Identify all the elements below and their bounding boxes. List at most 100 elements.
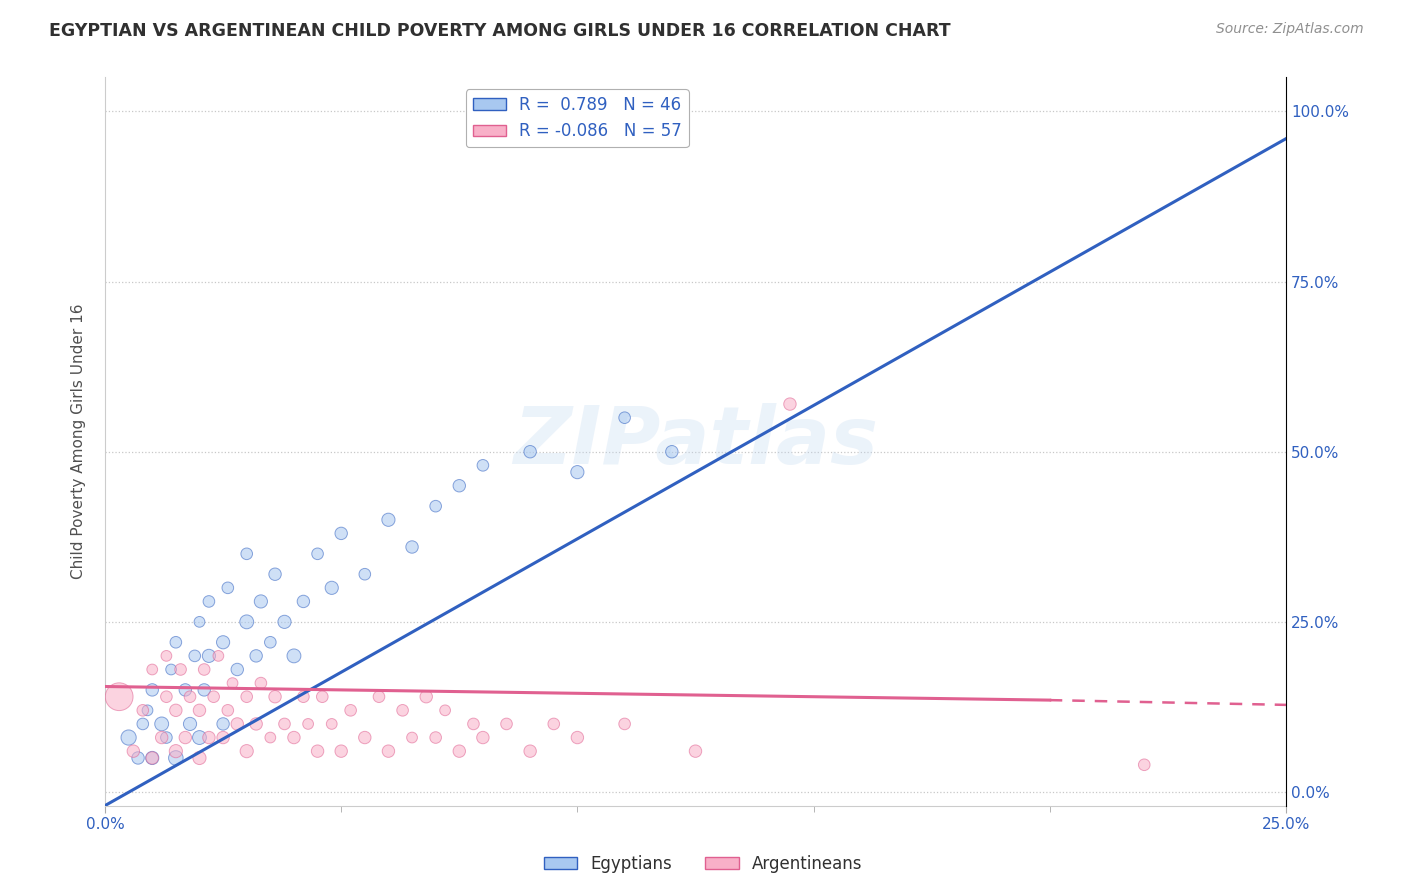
- Point: [471, 731, 494, 745]
- Point: [250, 594, 273, 608]
- Point: [661, 444, 683, 458]
- Point: [391, 703, 413, 717]
- Point: [207, 648, 229, 663]
- Y-axis label: Child Poverty Among Girls Under 16: Child Poverty Among Girls Under 16: [72, 304, 86, 579]
- Point: [292, 690, 315, 704]
- Point: [297, 717, 319, 731]
- Point: [188, 751, 211, 765]
- Point: [150, 731, 173, 745]
- Point: [543, 717, 565, 731]
- Point: [425, 731, 447, 745]
- Point: [226, 663, 249, 677]
- Point: [311, 690, 333, 704]
- Point: [613, 410, 636, 425]
- Point: [401, 540, 423, 554]
- Point: [273, 717, 295, 731]
- Point: [330, 526, 353, 541]
- Text: Source: ZipAtlas.com: Source: ZipAtlas.com: [1216, 22, 1364, 37]
- Point: [193, 663, 215, 677]
- Point: [174, 731, 197, 745]
- Point: [193, 682, 215, 697]
- Point: [184, 648, 207, 663]
- Legend: Egyptians, Argentineans: Egyptians, Argentineans: [537, 848, 869, 880]
- Point: [519, 744, 541, 758]
- Point: [217, 703, 239, 717]
- Point: [250, 676, 273, 690]
- Point: [235, 547, 257, 561]
- Point: [292, 594, 315, 608]
- Point: [235, 615, 257, 629]
- Point: [132, 717, 155, 731]
- Point: [212, 717, 235, 731]
- Legend: R =  0.789   N = 46, R = -0.086   N = 57: R = 0.789 N = 46, R = -0.086 N = 57: [465, 89, 689, 147]
- Point: [353, 567, 375, 582]
- Point: [321, 581, 343, 595]
- Point: [221, 676, 243, 690]
- Point: [613, 717, 636, 731]
- Point: [122, 744, 145, 758]
- Point: [259, 731, 281, 745]
- Point: [117, 731, 139, 745]
- Point: [165, 751, 187, 765]
- Point: [449, 479, 471, 493]
- Point: [245, 648, 267, 663]
- Point: [141, 751, 163, 765]
- Point: [567, 465, 589, 479]
- Point: [127, 751, 149, 765]
- Point: [188, 615, 211, 629]
- Text: ZIPatlas: ZIPatlas: [513, 402, 877, 481]
- Point: [259, 635, 281, 649]
- Point: [150, 717, 173, 731]
- Point: [519, 444, 541, 458]
- Point: [377, 744, 399, 758]
- Point: [179, 690, 201, 704]
- Point: [567, 731, 589, 745]
- Point: [235, 690, 257, 704]
- Point: [165, 703, 187, 717]
- Point: [188, 703, 211, 717]
- Point: [368, 690, 391, 704]
- Point: [188, 731, 211, 745]
- Point: [165, 744, 187, 758]
- Point: [415, 690, 437, 704]
- Point: [264, 690, 287, 704]
- Point: [779, 397, 801, 411]
- Point: [339, 703, 361, 717]
- Point: [245, 717, 267, 731]
- Point: [198, 648, 221, 663]
- Point: [226, 717, 249, 731]
- Point: [132, 703, 155, 717]
- Point: [198, 594, 221, 608]
- Point: [235, 744, 257, 758]
- Point: [264, 567, 287, 582]
- Point: [160, 663, 183, 677]
- Point: [155, 731, 177, 745]
- Point: [307, 547, 329, 561]
- Point: [495, 717, 517, 731]
- Point: [198, 731, 221, 745]
- Point: [425, 499, 447, 513]
- Point: [463, 717, 485, 731]
- Point: [165, 635, 187, 649]
- Point: [155, 648, 177, 663]
- Text: EGYPTIAN VS ARGENTINEAN CHILD POVERTY AMONG GIRLS UNDER 16 CORRELATION CHART: EGYPTIAN VS ARGENTINEAN CHILD POVERTY AM…: [49, 22, 950, 40]
- Point: [141, 682, 163, 697]
- Point: [353, 731, 375, 745]
- Point: [174, 682, 197, 697]
- Point: [202, 690, 225, 704]
- Point: [685, 744, 707, 758]
- Point: [217, 581, 239, 595]
- Point: [169, 663, 191, 677]
- Point: [283, 648, 305, 663]
- Point: [1133, 757, 1156, 772]
- Point: [330, 744, 353, 758]
- Point: [136, 703, 159, 717]
- Point: [141, 663, 163, 677]
- Point: [212, 731, 235, 745]
- Point: [401, 731, 423, 745]
- Point: [434, 703, 457, 717]
- Point: [273, 615, 295, 629]
- Point: [155, 690, 177, 704]
- Point: [449, 744, 471, 758]
- Point: [212, 635, 235, 649]
